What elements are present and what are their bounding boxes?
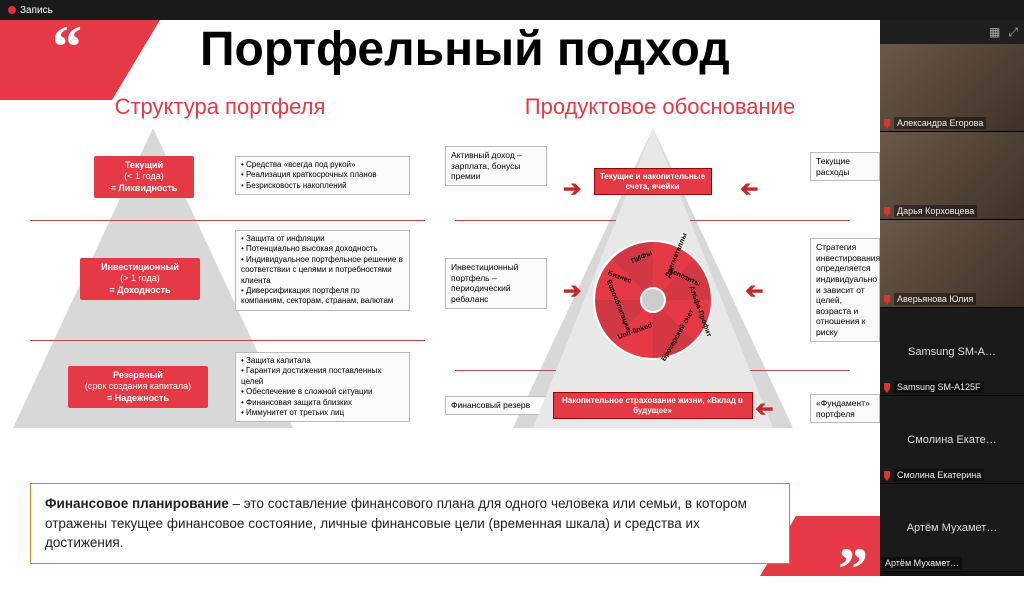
mute-icon [882,383,892,393]
tier-bullets-1: Средства «всегда под рукой» Реализация к… [235,156,410,195]
participant-name-label: Александра Егорова [894,117,986,129]
panel-header: ▦ ⤢ [880,20,1024,44]
subtitle-right: Продуктовое обоснование [440,94,880,120]
tier-label-3: Резервный (срок создания капитала) = Над… [68,366,208,408]
presentation-slide: “ ” Портфельный подход Структура портфел… [0,20,880,576]
subtitle-left: Структура портфеля [0,94,440,120]
participants-panel: ▦ ⤢ Александра Егорова Дарья Корховцева Ав… [880,20,1024,576]
left-pyramid-col: Текущий (< 1 года) = Ликвидность Средств… [20,128,435,458]
participant-name-label: Samsung SM-A125F [894,381,984,393]
participant-tile[interactable]: Дарья Корховцева [880,132,1024,220]
arrow-icon: ➔ [740,176,758,202]
tier-label-2: Инвестиционный (> 1 года) = Доходность [80,258,200,300]
quote-open-icon: “ [52,32,82,62]
wheel-center [640,287,666,313]
right-pyramid-col: Активный доход – зарплата, бонусы премии… [445,128,860,458]
record-icon [8,6,16,14]
side-box: Стратегия инвестирования определяется ин… [810,238,880,342]
arrow-icon: ➔ [755,396,773,422]
arrow-icon: ➔ [745,278,763,304]
tier-bullets-2: Защита от инфляции Потенциально высокая … [235,230,410,311]
pyramid-top-box: Текущие и накопительные счета, ячейки [594,168,712,195]
participant-tile[interactable]: Артём Мухамет… Артём Мухамет… [880,484,1024,572]
expand-icon[interactable]: ⤢ [1008,25,1018,40]
participant-name-label: Дарья Корховцева [894,205,977,217]
mute-icon [882,471,892,481]
subtitles-row: Структура портфеля Продуктовое обоснован… [0,94,880,120]
participant-name-label: Аверьянова Юлия [894,293,976,305]
diagrams-row: Текущий (< 1 года) = Ликвидность Средств… [20,128,860,458]
quote-close-icon: ” [838,554,868,584]
participant-name-center: Артём Мухамет… [903,522,1002,534]
participant-tile[interactable]: Аверьянова Юлия [880,220,1024,308]
footer-definition: Финансовое планирование – это составлени… [30,483,790,564]
slide-title: Портфельный подход [200,22,730,77]
participant-name-label: Артём Мухамет… [882,557,962,569]
tier-bullets-3: Защита капитала Гарантия достижения пост… [235,352,410,422]
gallery-view-icon[interactable]: ▦ [989,25,1000,39]
product-wheel: Депозиты Альфа-Профит Брокерский счет Un… [593,240,713,360]
participant-tile[interactable]: Смолина Екате… Смолина Екатерина [880,396,1024,484]
participant-name-center: Samsung SM-A… [904,346,1000,358]
tier-label-1: Текущий (< 1 года) = Ликвидность [94,156,194,198]
recording-label: Запись [20,5,53,16]
side-box: Текущие расходы [810,152,880,181]
side-box: «Фундамент» портфеля [810,394,880,423]
participant-tile[interactable]: Александра Егорова [880,44,1024,132]
arrow-icon: ➔ [563,278,581,304]
participant-name-center: Смолина Екате… [903,434,1001,446]
pyramid-bottom-box: Накопительное страхование жизни, «Вклад … [553,392,753,419]
recording-bar: Запись [0,0,1024,20]
divider [30,220,425,221]
footer-bold: Финансовое планирование [45,496,229,511]
participant-name-label: Смолина Екатерина [894,469,984,481]
divider [30,340,425,341]
arrow-icon: ➔ [563,176,581,202]
participant-tile[interactable]: Samsung SM-A… Samsung SM-A125F [880,308,1024,396]
